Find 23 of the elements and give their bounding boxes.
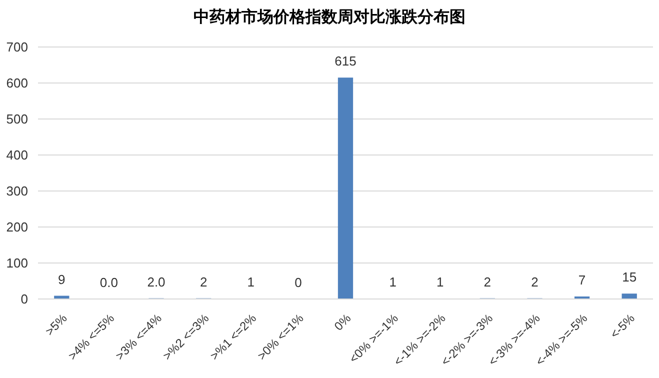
y-tick-label: 0 (20, 292, 28, 307)
data-label: 15 (622, 270, 637, 285)
y-tick-label: 300 (6, 184, 28, 199)
y-tick-label: 500 (6, 112, 28, 127)
y-tick-label: 700 (6, 40, 28, 55)
x-tick-label: 0% (331, 310, 354, 334)
y-tick-label: 600 (6, 76, 28, 91)
data-label: 2 (200, 274, 208, 290)
y-tick-label: 400 (6, 148, 28, 163)
data-label: 1 (389, 274, 396, 290)
data-label: 0 (294, 275, 302, 290)
y-tick-label: 100 (6, 256, 28, 271)
data-label: 2 (484, 274, 492, 290)
data-label: 2 (531, 274, 538, 290)
chart-title: 中药材市场价格指数周对比涨跌分布图 (194, 7, 466, 26)
data-label: 7 (578, 272, 586, 288)
data-label: 1 (436, 274, 444, 290)
data-label: 2.0 (147, 274, 166, 290)
data-label: 9 (58, 272, 66, 287)
y-tick-label: 200 (6, 220, 28, 235)
data-label: 615 (334, 54, 356, 69)
data-label: 0.0 (100, 275, 118, 290)
data-label: 1 (247, 274, 254, 290)
